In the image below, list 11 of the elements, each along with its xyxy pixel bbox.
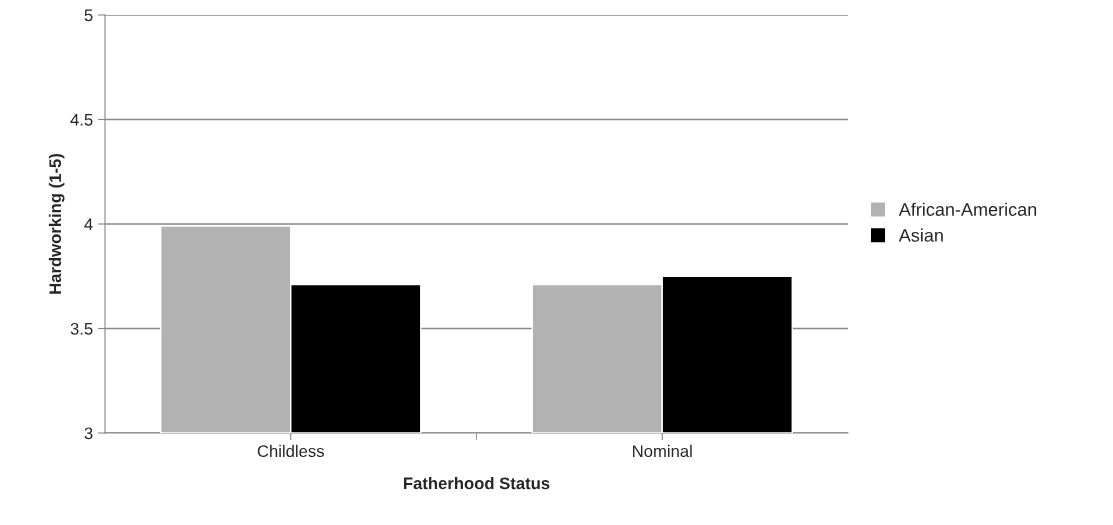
y-tick-label: 4.5 <box>70 114 93 126</box>
x-tick-label: Nominal <box>633 444 692 458</box>
legend-label: Asian <box>898 228 943 242</box>
y-tick-label: 4 <box>84 218 93 231</box>
legend-label: African-American <box>898 202 1037 216</box>
y-tick-label: 3 <box>84 427 93 440</box>
x-tick-label: Childless <box>257 444 324 458</box>
y-axis-title: Hardworking (1-5) <box>48 153 65 294</box>
y-tick-label: 3.5 <box>70 322 93 335</box>
y-tick-label: 5 <box>84 9 93 22</box>
x-axis-title: Fatherhood Status <box>404 477 550 490</box>
